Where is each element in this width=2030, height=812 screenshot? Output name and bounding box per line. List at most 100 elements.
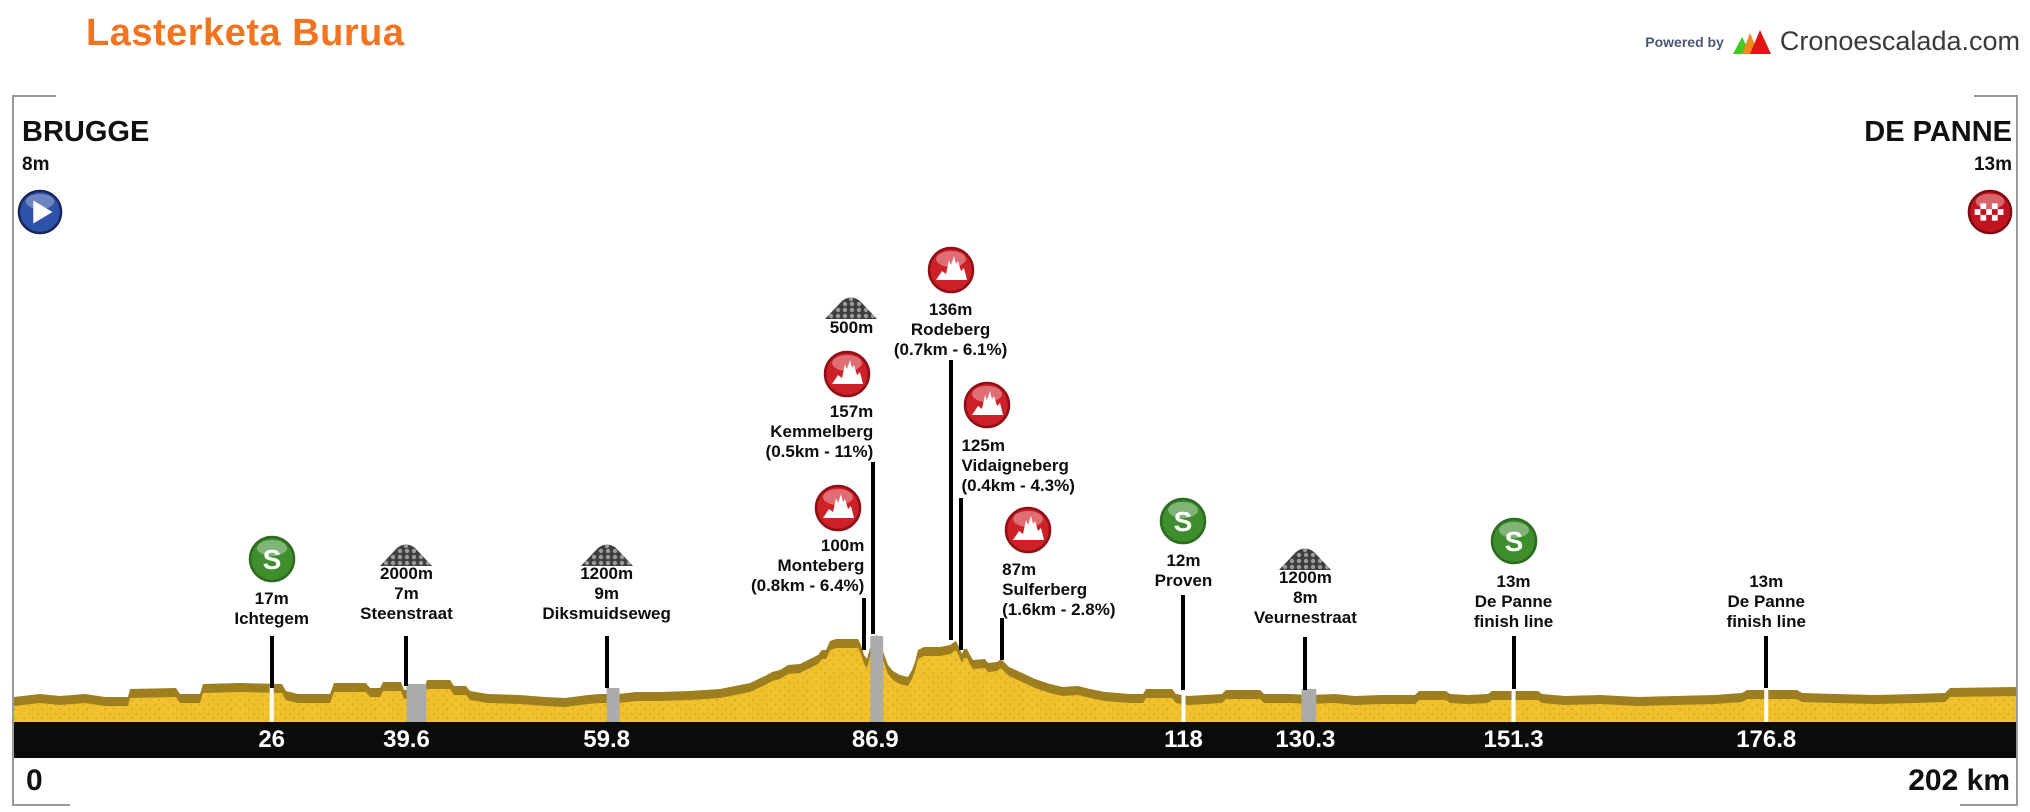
axis-total-distance-label: 202 km [1908, 764, 2010, 797]
veurnestraat-label-line: 1200m [1278, 568, 1332, 587]
km-tick-label: 130.3 [1275, 726, 1336, 753]
km-tick-label: 118 [1164, 726, 1203, 753]
km-tick-label: 59.8 [583, 726, 631, 753]
kemmel-cobbles-label-line: 500m [829, 318, 874, 337]
kemmelberg-label-line: 157m [829, 402, 874, 421]
depanne-1-label: 13m De Panne finish line [1374, 572, 1654, 632]
depanne-1-label-line: 13m [1496, 572, 1531, 591]
sprint-tick-marker [269, 686, 274, 722]
cobble-sector-marker [1301, 689, 1317, 722]
cobbles-icon [580, 541, 634, 567]
svg-text:S: S [1174, 506, 1193, 537]
depanne-1-label-line: finish line [1473, 612, 1554, 631]
ichtegem-label-line: Ichtegem [234, 609, 309, 628]
diksmuidseweg-label-line: 1200m [580, 564, 634, 583]
steenstraat-label-line: Steenstraat [360, 604, 453, 623]
veurnestraat-label-line: Veurnestraat [1253, 608, 1357, 627]
proven-connector-line [1181, 595, 1186, 690]
km-tick-label: 176.8 [1736, 726, 1797, 753]
axis-origin-label: 0 [26, 764, 43, 797]
steenstraat-label: 2000m 7m Steenstraat [266, 564, 546, 624]
depanne-1-connector-line [1511, 636, 1516, 689]
monteberg-connector-line [862, 598, 867, 650]
vidaigneberg-label-line: (0.4km - 4.3%) [961, 476, 1075, 495]
frame-bottom-left-notch [12, 804, 70, 806]
end-elevation-label: 13m [1973, 154, 2012, 175]
climb-icon [927, 246, 975, 294]
cobbles-icon [824, 294, 878, 320]
sulferberg-label: 87m Sulferberg (1.6km - 2.8%) [1002, 560, 1282, 620]
sprint-tick-marker [1764, 688, 1769, 722]
climb-icon [823, 350, 871, 398]
distance-axis-bar [14, 722, 2016, 758]
climb-icon [963, 381, 1011, 429]
start-play-icon [17, 189, 63, 235]
sprint-tick-marker [1181, 694, 1186, 722]
diksmuidseweg-label: 1200m 9m Diksmuidseweg [467, 564, 747, 624]
depanne-2-label: 13m De Panne finish line [1626, 572, 1906, 632]
sulferberg-connector-line [1000, 618, 1005, 660]
rodeberg-connector-line [948, 360, 953, 640]
steenstraat-label-line: 7m [394, 584, 419, 603]
monteberg-label: 100m Monteberg (0.8km - 6.4%) [584, 536, 864, 596]
rodeberg-label-line: (0.7km - 6.1%) [893, 340, 1008, 359]
rodeberg-label-line: Rodeberg [910, 320, 991, 339]
page-title: Lasterketa Burua [86, 12, 405, 54]
frame-top-left-notch [12, 95, 56, 97]
cobble-sector-marker [870, 636, 884, 722]
sprint-icon: S [1159, 497, 1207, 545]
steenstraat-label-line: 2000m [380, 564, 433, 583]
powered-by-block: Powered by Cronoescalada.com [1645, 26, 2020, 57]
frame-top-right-notch [1974, 95, 2018, 97]
sulferberg-label-line: Sulferberg [1002, 580, 1088, 599]
depanne-2-label-line: finish line [1726, 612, 1806, 631]
rodeberg-label: 136m Rodeberg (0.7km - 6.1%) [811, 300, 1091, 360]
start-elevation-label: 8m [22, 154, 50, 175]
depanne-2-label-line: De Panne [1727, 592, 1805, 611]
vidaigneberg-label: 125m Vidaigneberg (0.4km - 4.3%) [961, 436, 1241, 496]
kemmel-cobbles-label: 500m [711, 318, 991, 338]
km-tick-label: 26 [258, 726, 286, 753]
cobbles-icon [1278, 545, 1332, 571]
svg-text:S: S [262, 544, 281, 575]
cobble-sector-marker [406, 684, 427, 722]
brand-name[interactable]: Cronoescalada.com [1779, 26, 2020, 56]
km-tick-label: 39.6 [383, 726, 430, 753]
veurnestraat-label-line: 8m [1293, 588, 1318, 607]
frame-bottom-right-notch [1960, 804, 2018, 806]
veurnestraat-connector-line [1303, 637, 1308, 690]
depanne-1-label-line: De Panne [1474, 592, 1553, 611]
kemmelberg-label-line: Kemmelberg [770, 422, 874, 441]
start-city-label: BRUGGE [22, 116, 150, 148]
veurnestraat-label: 1200m 8m Veurnestraat [1165, 568, 1445, 628]
climb-icon [814, 484, 862, 532]
frame-left-border [12, 95, 14, 806]
kemmelberg-label: 157m Kemmelberg (0.5km - 11%) [593, 402, 874, 462]
sprint-tick-marker [1511, 689, 1516, 722]
ichtegem-label-line: 17m [254, 589, 289, 608]
climb-icon [1004, 506, 1052, 554]
diksmuidseweg-connector-line [604, 636, 609, 688]
sprint-icon: S [1490, 517, 1538, 565]
proven-label-line: Proven [1154, 571, 1213, 590]
km-tick-label: 86.9 [851, 726, 899, 753]
monteberg-label-line: Monteberg [777, 556, 865, 575]
end-city-label: DE PANNE [1864, 116, 2012, 148]
cobbles-icon [379, 541, 433, 567]
finish-checkered-icon [1967, 189, 2013, 235]
frame-right-border [2016, 95, 2018, 806]
proven-label-line: 12m [1166, 551, 1201, 570]
km-tick-label: 151.3 [1483, 726, 1544, 753]
sulferberg-label-line: (1.6km - 2.8%) [1002, 600, 1116, 619]
vidaigneberg-label-line: Vidaigneberg [961, 456, 1069, 475]
ichtegem-connector-line [269, 636, 274, 688]
vidaigneberg-connector-line [959, 498, 964, 650]
ichtegem-label: 17m Ichtegem [132, 589, 412, 629]
svg-text:S: S [1504, 526, 1523, 557]
sulferberg-label-line: 87m [1002, 560, 1037, 579]
kemmelberg-connector-line [871, 462, 876, 634]
powered-by-label: Powered by [1645, 33, 1724, 50]
